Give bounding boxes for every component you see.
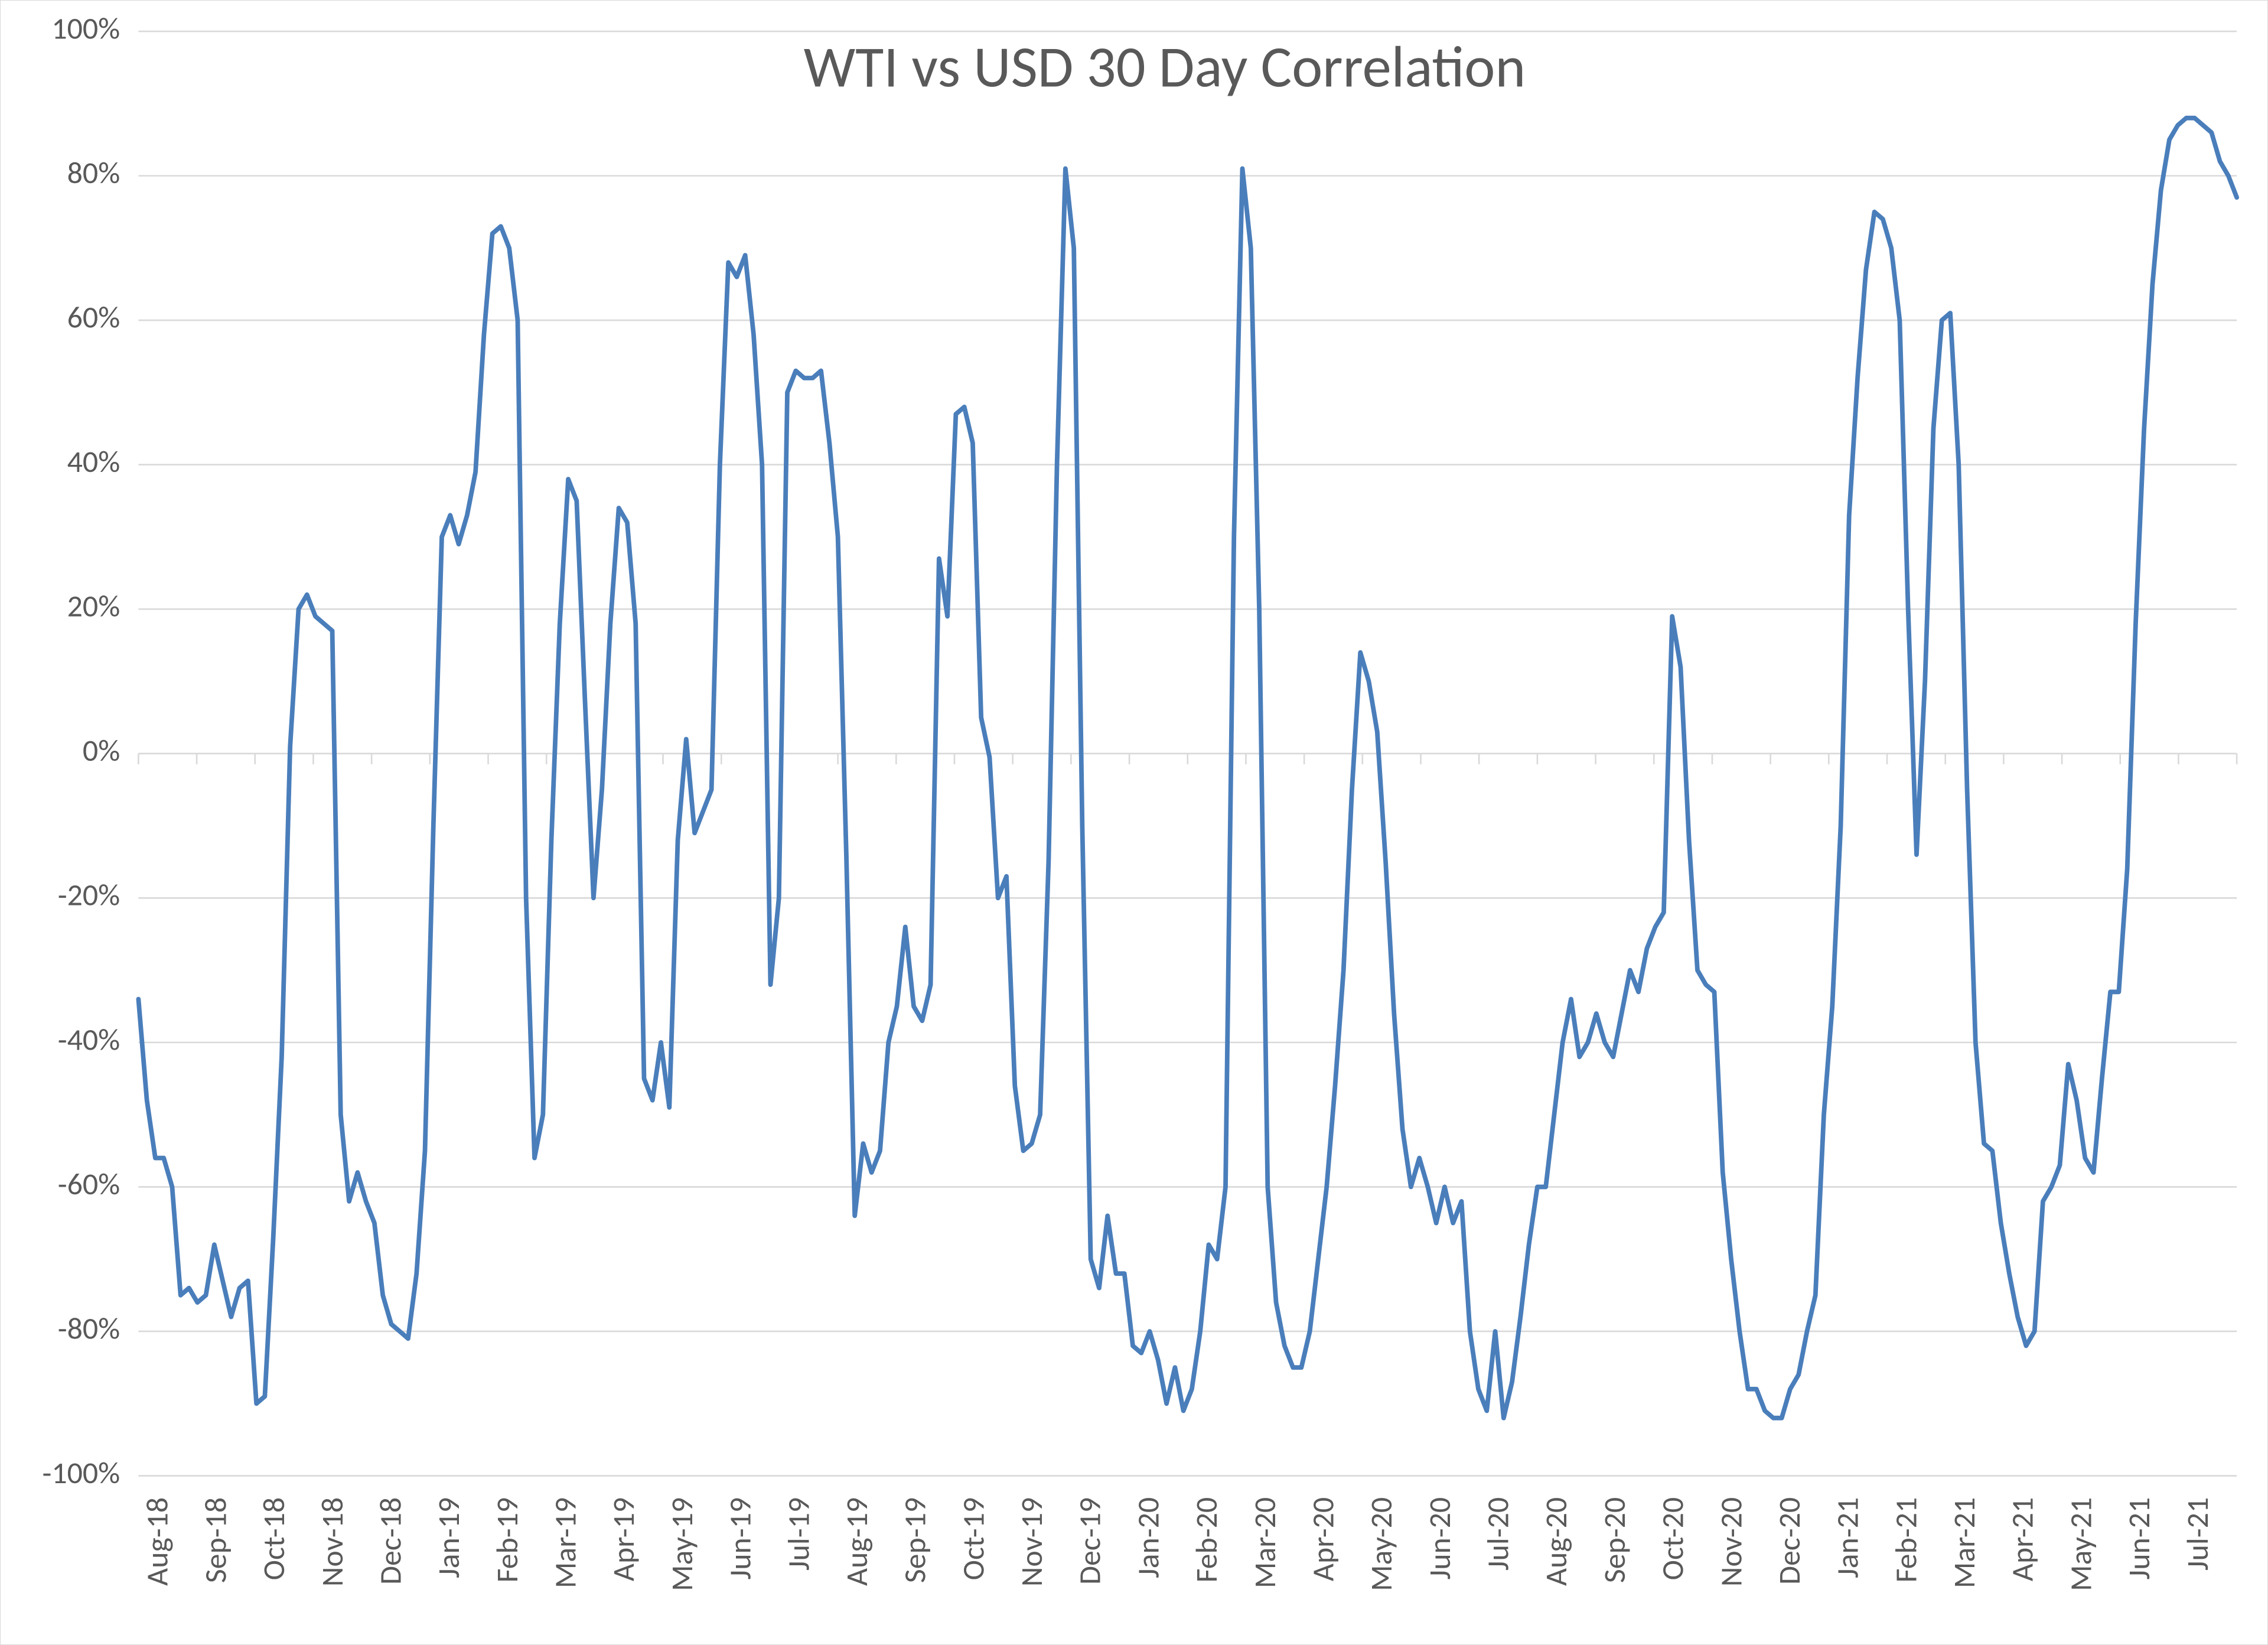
x-tick-label: Sep-18 — [197, 1497, 234, 1583]
x-tick-label: Aug-20 — [1537, 1497, 1575, 1586]
x-tick-label: Jan-19 — [430, 1497, 467, 1578]
x-tick-label: Apr-19 — [605, 1497, 642, 1581]
x-tick-label: Oct-20 — [1654, 1497, 1692, 1580]
x-tick-label: Jan-21 — [1829, 1497, 1866, 1578]
x-tick-label: Mar-21 — [1946, 1497, 1983, 1588]
y-tick-label: -60% — [58, 1165, 120, 1203]
y-tick-label: -100% — [42, 1454, 120, 1491]
x-tick-label: Oct-19 — [954, 1497, 992, 1580]
x-tick-label: May-21 — [2062, 1497, 2099, 1591]
y-tick-label: 80% — [67, 154, 120, 191]
x-tick-label: Mar-20 — [1246, 1497, 1283, 1588]
x-tick-label: Jul-20 — [1480, 1497, 1517, 1571]
x-tick-label: Apr-21 — [2004, 1497, 2041, 1581]
correlation-chart: -100% -80% -60% -40% -20% 0% 20% 40% 60% 80% 100% A… — [0, 0, 2268, 1645]
x-tick-label: Mar-19 — [547, 1497, 584, 1588]
x-tick-label: Jul-19 — [780, 1497, 817, 1571]
x-tick-label: Nov-18 — [314, 1497, 351, 1587]
x-tick-label: Jun-20 — [1421, 1497, 1458, 1579]
x-tick-label: Dec-18 — [372, 1497, 409, 1585]
x-tick-label: Oct-18 — [255, 1497, 292, 1580]
y-tick-label: 60% — [67, 299, 120, 336]
x-tick-label: Feb-19 — [488, 1497, 526, 1583]
x-tick-label: Nov-20 — [1712, 1497, 1749, 1587]
x-tick-label: Jun-21 — [2120, 1497, 2158, 1579]
y-tick-label: 100% — [51, 9, 120, 47]
x-tick-label: Feb-20 — [1188, 1497, 1225, 1583]
y-tick-label: 40% — [67, 443, 120, 480]
y-tick-label: 0% — [83, 732, 120, 769]
y-tick-label: -20% — [58, 877, 120, 914]
x-tick-label: Feb-21 — [1887, 1497, 1924, 1583]
x-tick-label: May-20 — [1363, 1497, 1400, 1591]
y-tick-label: 20% — [67, 588, 120, 625]
x-tick-label: Aug-19 — [838, 1497, 875, 1586]
x-tick-label: Dec-20 — [1771, 1497, 1808, 1585]
chart-title: WTI vs USD 30 Day Correlation — [804, 31, 1526, 102]
x-tick-label: Jan-20 — [1129, 1497, 1166, 1578]
x-tick-label: Apr-20 — [1304, 1497, 1341, 1581]
y-tick-label: -40% — [58, 1021, 120, 1058]
chart-svg: -100% -80% -60% -40% -20% 0% 20% 40% 60% 80% 100% A… — [1, 1, 2267, 1644]
x-tick-label: Dec-19 — [1071, 1497, 1109, 1585]
y-tick-label: -80% — [58, 1310, 120, 1347]
x-tick-label: Jul-21 — [2179, 1497, 2216, 1571]
x-tick-label: Nov-19 — [1013, 1497, 1050, 1587]
x-tick-label: Jun-19 — [722, 1497, 759, 1579]
x-tick-label: Sep-20 — [1596, 1497, 1633, 1583]
x-tick-label: Sep-19 — [897, 1497, 934, 1583]
x-tick-label: May-19 — [663, 1497, 700, 1591]
x-tick-label: Aug-18 — [139, 1497, 176, 1586]
